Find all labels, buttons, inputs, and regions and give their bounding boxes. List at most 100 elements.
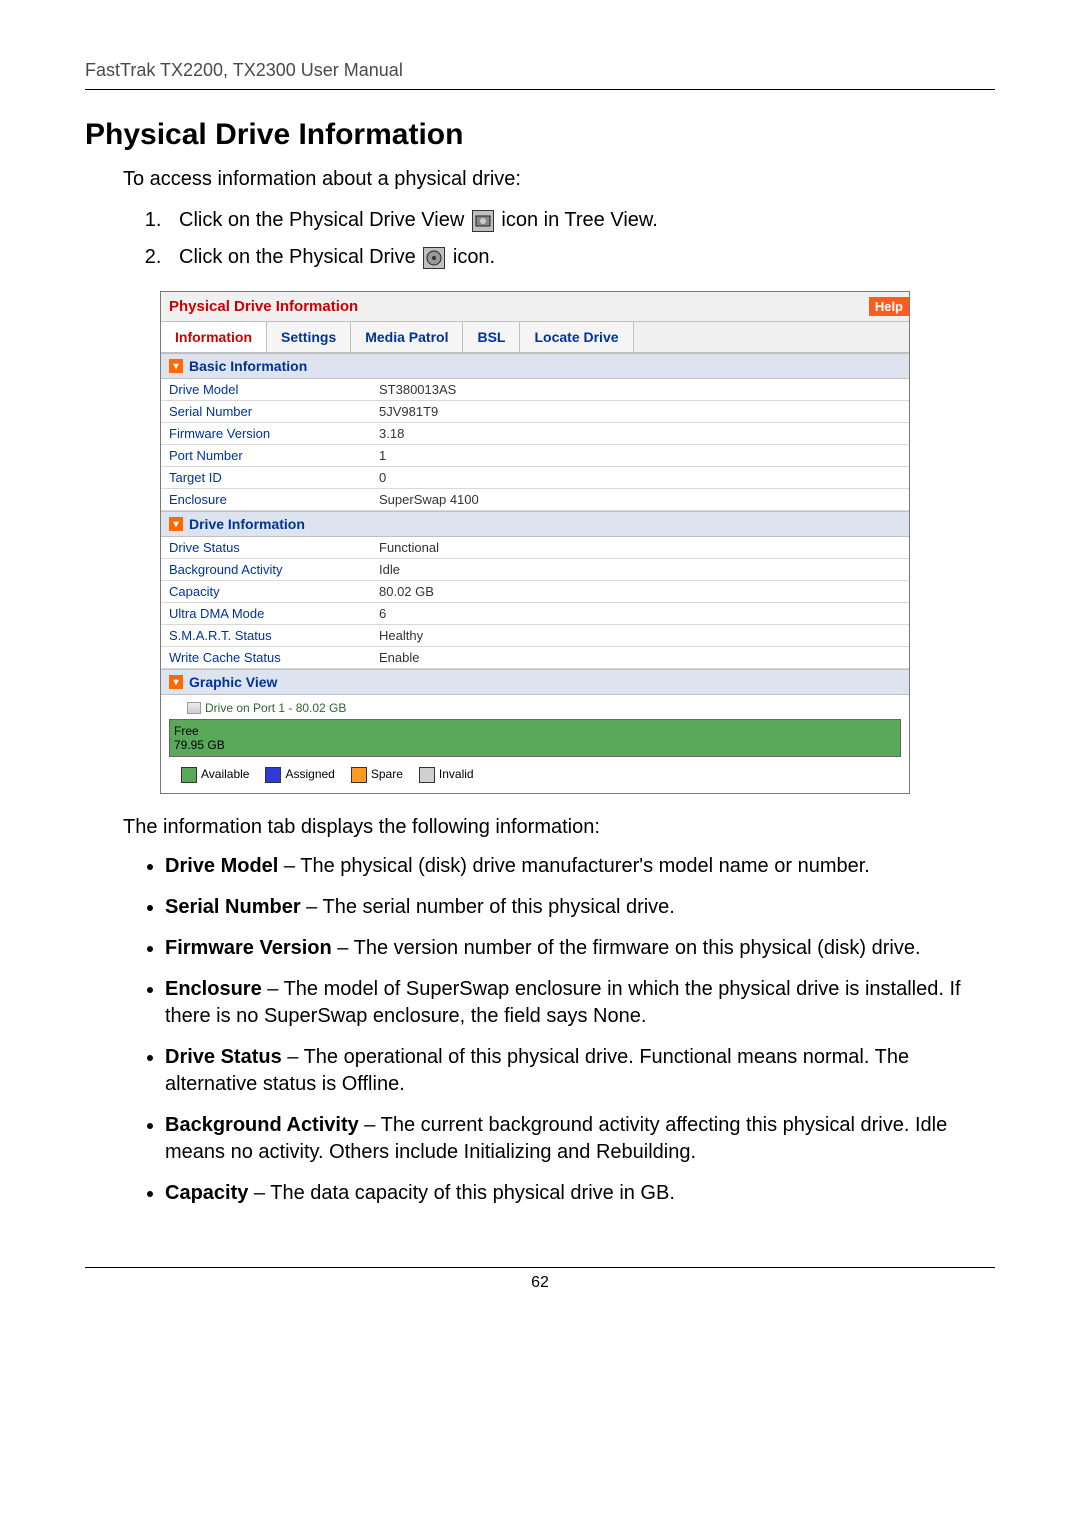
bullet-term: Serial Number — [165, 896, 301, 918]
table-row: Serial Number5JV981T9 — [161, 401, 909, 423]
row-key: Port Number — [161, 445, 371, 466]
row-value: 80.02 GB — [371, 581, 909, 602]
step-2: Click on the Physical Drive icon. — [167, 246, 995, 269]
row-key: Target ID — [161, 467, 371, 488]
row-key: Background Activity — [161, 559, 371, 580]
step-2-text-b: icon. — [447, 246, 495, 268]
row-key: Write Cache Status — [161, 647, 371, 668]
row-value: 0 — [371, 467, 909, 488]
table-row: Target ID0 — [161, 467, 909, 489]
table-row: Firmware Version3.18 — [161, 423, 909, 445]
physical-drive-view-icon — [472, 210, 494, 232]
bullet-term: Drive Model — [165, 855, 278, 877]
row-key: Drive Model — [161, 379, 371, 400]
bullet-desc: – The physical (disk) drive manufacturer… — [278, 855, 869, 877]
tab-bsl[interactable]: BSL — [463, 322, 520, 352]
legend-item: Spare — [351, 767, 403, 783]
legend-swatch — [419, 767, 435, 783]
basic-info-header[interactable]: ▾ Basic Information — [161, 353, 909, 379]
row-value: Enable — [371, 647, 909, 668]
bullet-desc: – The data capacity of this physical dri… — [248, 1182, 675, 1204]
intro-text: To access information about a physical d… — [123, 168, 995, 191]
tab-settings[interactable]: Settings — [267, 322, 351, 352]
drive-info-rows: Drive StatusFunctional Background Activi… — [161, 537, 909, 669]
panel-title-text: Physical Drive Information — [169, 298, 358, 315]
collapse-icon: ▾ — [169, 517, 183, 531]
row-value: 1 — [371, 445, 909, 466]
help-button[interactable]: Help — [869, 297, 909, 316]
graphic-view-body: Drive on Port 1 - 80.02 GB Free 79.95 GB… — [161, 695, 909, 793]
legend-swatch — [351, 767, 367, 783]
step-1-text-b: icon in Tree View. — [496, 209, 658, 231]
bullet-desc: – The version number of the firmware on … — [332, 937, 921, 959]
table-row: Write Cache StatusEnable — [161, 647, 909, 669]
row-key: Ultra DMA Mode — [161, 603, 371, 624]
basic-info-rows: Drive ModelST380013AS Serial Number5JV98… — [161, 379, 909, 511]
bullet-term: Drive Status — [165, 1046, 282, 1068]
table-row: Drive ModelST380013AS — [161, 379, 909, 401]
tab-media-patrol[interactable]: Media Patrol — [351, 322, 463, 352]
collapse-icon: ▾ — [169, 675, 183, 689]
bullet-list: Drive Model – The physical (disk) drive … — [165, 853, 995, 1207]
panel-title-bar: Physical Drive Information Help — [161, 292, 909, 322]
page-header: FastTrak TX2200, TX2300 User Manual — [85, 60, 995, 90]
row-key: Enclosure — [161, 489, 371, 510]
bullet-term: Background Activity — [165, 1114, 359, 1136]
row-key: Capacity — [161, 581, 371, 602]
table-row: Port Number1 — [161, 445, 909, 467]
capacity-line1: Free — [174, 724, 199, 738]
graphic-view-header[interactable]: ▾ Graphic View — [161, 669, 909, 695]
table-row: Ultra DMA Mode6 — [161, 603, 909, 625]
row-value: 5JV981T9 — [371, 401, 909, 422]
drive-info-header[interactable]: ▾ Drive Information — [161, 511, 909, 537]
bullet-desc: – The model of SuperSwap enclosure in wh… — [165, 978, 961, 1027]
legend-label: Assigned — [285, 767, 334, 781]
drive-small-icon — [187, 702, 201, 714]
list-item: Drive Status – The operational of this p… — [165, 1044, 995, 1098]
row-value: Healthy — [371, 625, 909, 646]
list-item: Drive Model – The physical (disk) drive … — [165, 853, 995, 880]
legend-label: Spare — [371, 767, 403, 781]
row-value: 6 — [371, 603, 909, 624]
row-value: ST380013AS — [371, 379, 909, 400]
list-item: Capacity – The data capacity of this phy… — [165, 1180, 995, 1207]
legend-label: Available — [201, 767, 249, 781]
legend-item: Available — [181, 767, 249, 783]
legend-item: Assigned — [265, 767, 334, 783]
legend: Available Assigned Spare Invalid — [181, 767, 901, 783]
tab-locate-drive[interactable]: Locate Drive — [520, 322, 633, 352]
drive-info-panel: Physical Drive Information Help Informat… — [160, 291, 910, 794]
legend-label: Invalid — [439, 767, 474, 781]
list-item: Serial Number – The serial number of thi… — [165, 894, 995, 921]
row-value: SuperSwap 4100 — [371, 489, 909, 510]
capacity-line2: 79.95 GB — [174, 738, 225, 752]
row-key: Drive Status — [161, 537, 371, 558]
row-key: Serial Number — [161, 401, 371, 422]
drive-info-label: Drive Information — [189, 516, 305, 532]
basic-info-label: Basic Information — [189, 358, 307, 374]
page-number: 62 — [85, 1267, 995, 1292]
legend-swatch — [265, 767, 281, 783]
table-row: S.M.A.R.T. StatusHealthy — [161, 625, 909, 647]
step-2-text-a: Click on the Physical Drive — [179, 246, 421, 268]
tab-information[interactable]: Information — [161, 322, 267, 352]
row-key: S.M.A.R.T. Status — [161, 625, 371, 646]
steps-list: Click on the Physical Drive View icon in… — [167, 209, 995, 269]
bullet-desc: – The serial number of this physical dri… — [301, 896, 675, 918]
collapse-icon: ▾ — [169, 359, 183, 373]
capacity-bar: Free 79.95 GB — [169, 719, 901, 757]
drive-label: Drive on Port 1 - 80.02 GB — [187, 701, 901, 715]
after-intro: The information tab displays the followi… — [123, 816, 995, 839]
list-item: Background Activity – The current backgr… — [165, 1112, 995, 1166]
row-key: Firmware Version — [161, 423, 371, 444]
capacity-bar-text: Free 79.95 GB — [174, 724, 225, 753]
legend-item: Invalid — [419, 767, 474, 783]
physical-drive-icon — [423, 247, 445, 269]
bullet-term: Firmware Version — [165, 937, 332, 959]
list-item: Firmware Version – The version number of… — [165, 935, 995, 962]
graphic-view-label: Graphic View — [189, 674, 277, 690]
table-row: EnclosureSuperSwap 4100 — [161, 489, 909, 511]
bullet-term: Capacity — [165, 1182, 248, 1204]
section-title: Physical Drive Information — [85, 118, 995, 152]
step-1: Click on the Physical Drive View icon in… — [167, 209, 995, 232]
